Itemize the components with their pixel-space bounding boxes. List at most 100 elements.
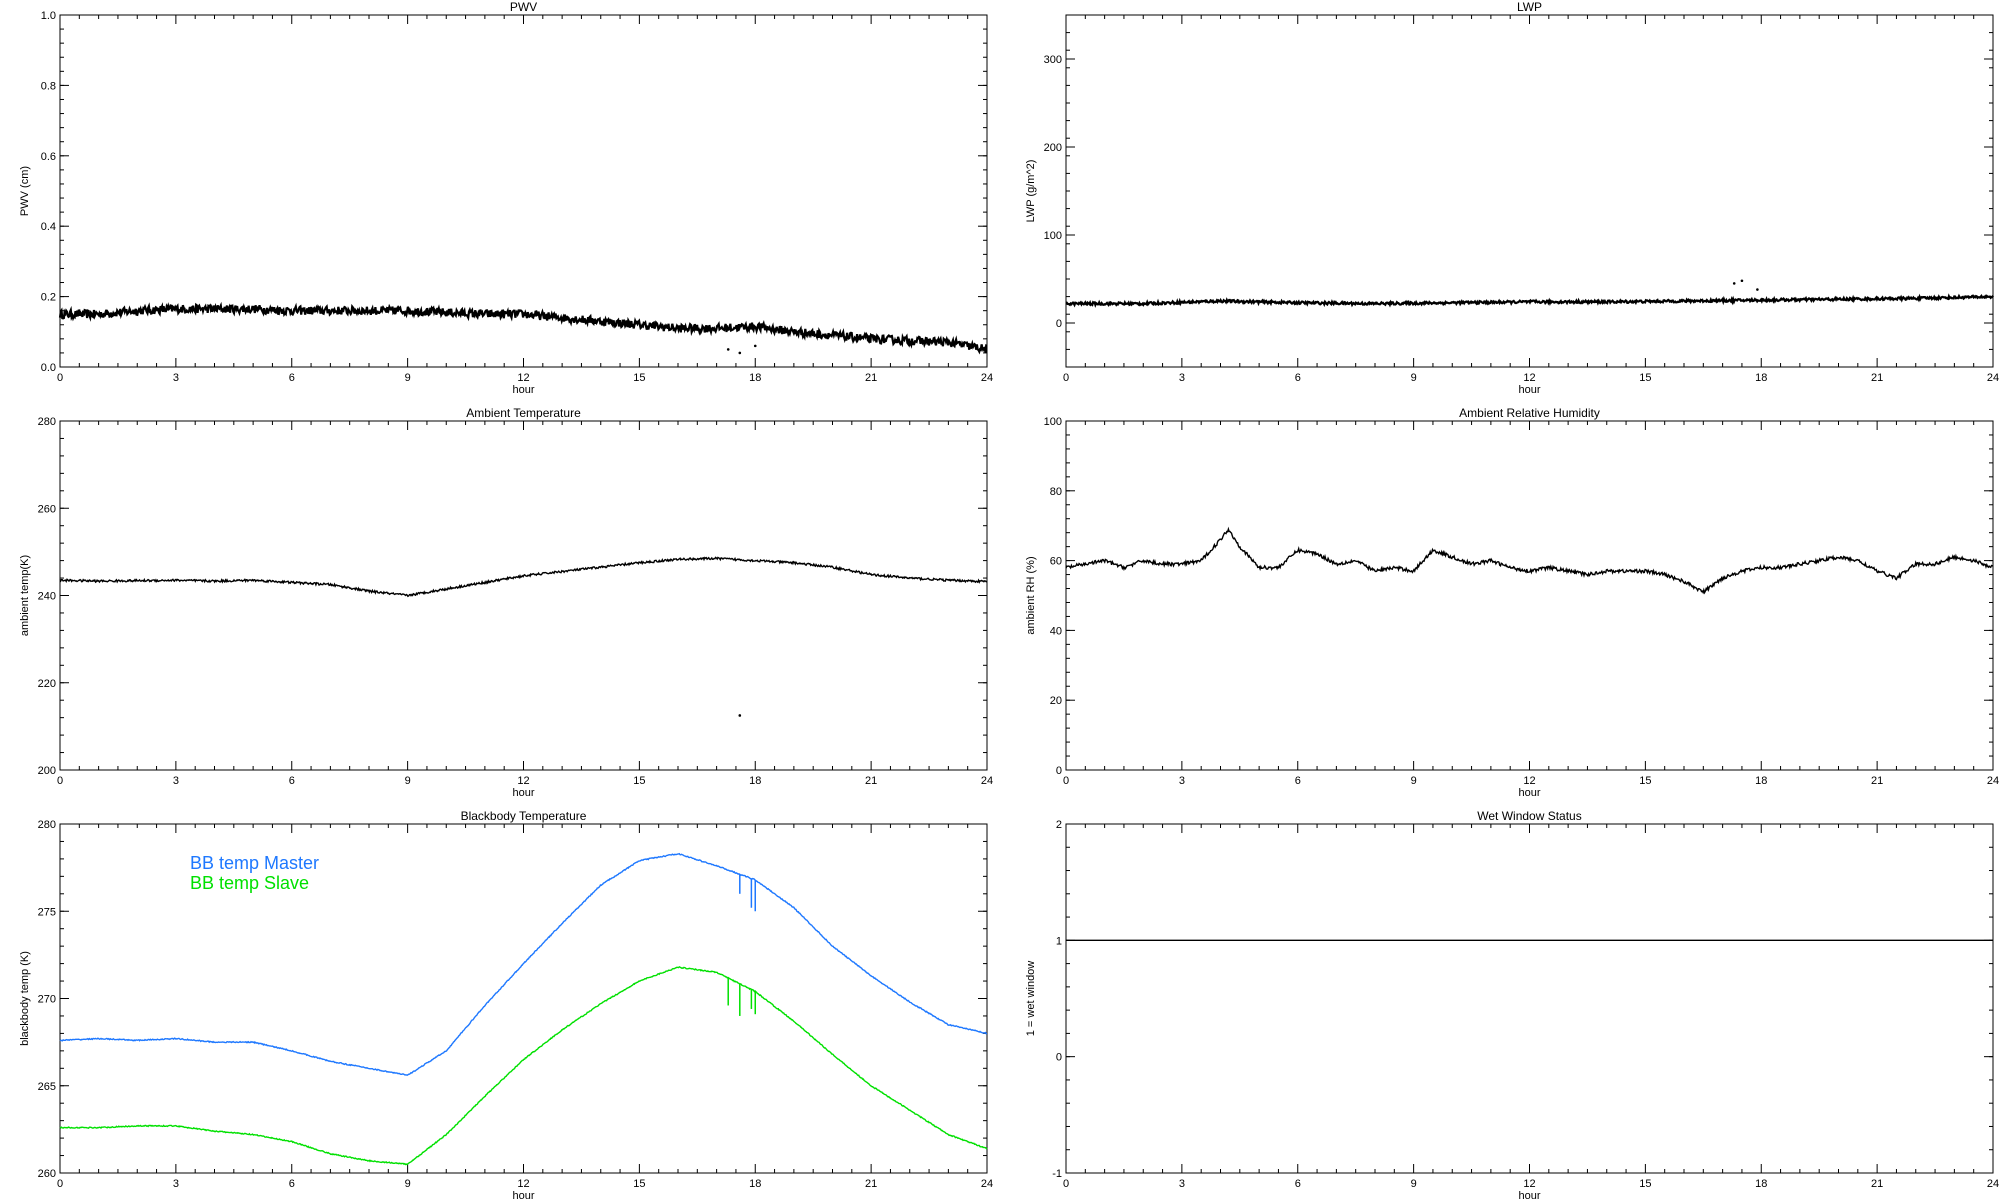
x-tick-label: 24 (1987, 372, 1999, 384)
x-tick-label: 3 (1179, 1178, 1185, 1190)
x-tick-label: 9 (405, 775, 411, 787)
x-tick-label: 18 (749, 372, 761, 384)
y-tick-label: 260 (38, 503, 56, 515)
outlier-point (738, 351, 742, 355)
x-tick-label: 24 (1987, 1178, 1999, 1190)
y-axis-label: blackbody temp (K) (19, 951, 31, 1046)
y-tick-label: 300 (1044, 54, 1062, 66)
x-tick-label: 24 (981, 775, 993, 787)
y-tick-label: 80 (1050, 486, 1062, 498)
y-tick-label: 1.0 (41, 10, 56, 22)
x-tick-label: 6 (1295, 1178, 1301, 1190)
x-tick-label: 12 (517, 775, 529, 787)
x-tick-label: 9 (1411, 1178, 1417, 1190)
x-tick-label: 15 (1639, 1178, 1651, 1190)
x-tick-label: 18 (1755, 1178, 1767, 1190)
y-axis-label: PWV (cm) (19, 166, 31, 216)
y-tick-label: 0.2 (41, 292, 56, 304)
x-axis-label: hour (1518, 787, 1540, 799)
y-tick-label: 2 (1056, 819, 1062, 831)
y-tick-label: 40 (1050, 625, 1062, 637)
x-tick-label: 0 (1063, 372, 1069, 384)
y-axis-label: ambient RH (%) (1025, 556, 1037, 634)
x-tick-label: 0 (57, 372, 63, 384)
x-tick-label: 21 (865, 775, 877, 787)
outlier-point (726, 348, 730, 351)
y-axis-label: 1 = wet window (1025, 961, 1037, 1037)
y-tick-label: 220 (38, 678, 56, 690)
x-tick-label: 24 (981, 372, 993, 384)
y-tick-label: 240 (38, 591, 56, 603)
outlier-point (753, 344, 757, 348)
y-tick-label: 0.4 (41, 221, 56, 233)
series-line-1 (58, 301, 988, 355)
x-tick-label: 12 (1523, 1178, 1535, 1190)
x-tick-label: 18 (1755, 775, 1767, 787)
chart-title: LWP (1517, 0, 1542, 14)
x-tick-label: 15 (1639, 775, 1651, 787)
x-tick-label: 9 (1411, 775, 1417, 787)
outlier-point (1740, 279, 1744, 283)
y-tick-label: 0 (1056, 1052, 1062, 1064)
chart-title: Blackbody Temperature (461, 809, 587, 823)
legend-entry: BB temp Master (190, 853, 319, 873)
x-tick-label: 15 (633, 775, 645, 787)
x-tick-label: 0 (1063, 1178, 1069, 1190)
x-tick-label: 0 (1063, 775, 1069, 787)
outlier-point (1756, 288, 1759, 291)
y-tick-label: 280 (38, 416, 56, 428)
x-tick-label: 12 (517, 372, 529, 384)
series-line-2 (59, 965, 988, 1166)
x-tick-label: 12 (1523, 775, 1535, 787)
x-tick-label: 21 (1871, 372, 1883, 384)
x-tick-label: 15 (1639, 372, 1651, 384)
y-tick-label: 270 (38, 994, 56, 1006)
x-tick-label: 6 (1295, 775, 1301, 787)
y-tick-label: 60 (1050, 556, 1062, 568)
legend-entry: BB temp Slave (190, 873, 309, 893)
x-tick-label: 3 (1179, 775, 1185, 787)
x-tick-label: 12 (1523, 372, 1535, 384)
x-tick-label: 0 (57, 775, 63, 787)
x-tick-label: 21 (865, 372, 877, 384)
x-tick-label: 6 (1295, 372, 1301, 384)
y-tick-label: 0 (1056, 765, 1062, 777)
chart-title: Wet Window Status (1477, 809, 1581, 823)
x-tick-label: 15 (633, 372, 645, 384)
x-axis-label: hour (512, 787, 534, 799)
series-line-1 (59, 556, 988, 598)
x-tick-label: 3 (1179, 372, 1185, 384)
x-tick-label: 21 (1871, 1178, 1883, 1190)
x-axis-label: hour (512, 1190, 534, 1200)
y-tick-label: 265 (38, 1081, 56, 1093)
y-axis-label: ambient temp(K) (19, 555, 31, 636)
y-tick-label: 0.6 (41, 151, 56, 163)
chart-title: Ambient Temperature (466, 406, 581, 420)
x-axis-label: hour (1518, 384, 1540, 396)
series-line-1 (59, 852, 988, 1076)
plot-frame (1065, 420, 1994, 771)
x-tick-label: 9 (1411, 372, 1417, 384)
outlier-point (738, 714, 742, 717)
x-tick-label: 24 (1987, 775, 1999, 787)
x-axis-label: hour (1518, 1190, 1540, 1200)
x-tick-label: 3 (173, 372, 179, 384)
y-tick-label: 0 (1056, 318, 1062, 330)
chart-panel-5: Blackbody Temperature 0 3 6 9 12 15 18 21 24 hour 2… (19, 809, 993, 1200)
y-tick-label: 200 (1044, 142, 1062, 154)
y-axis-label: LWP (g/m^2) (1025, 160, 1037, 223)
x-tick-label: 3 (173, 775, 179, 787)
x-tick-label: 9 (405, 372, 411, 384)
x-tick-label: 24 (981, 1178, 993, 1190)
outlier-point (1732, 282, 1736, 285)
plot-frame (59, 420, 988, 771)
x-tick-label: 21 (865, 1178, 877, 1190)
x-tick-label: 21 (1871, 775, 1883, 787)
x-tick-label: 0 (57, 1178, 63, 1190)
y-tick-label: -1 (1052, 1168, 1062, 1180)
x-tick-label: 6 (289, 1178, 295, 1190)
chart-panel-3: Ambient Temperature 0 3 6 9 12 15 18 21 24 hour 200… (19, 406, 993, 799)
x-tick-label: 9 (405, 1178, 411, 1190)
